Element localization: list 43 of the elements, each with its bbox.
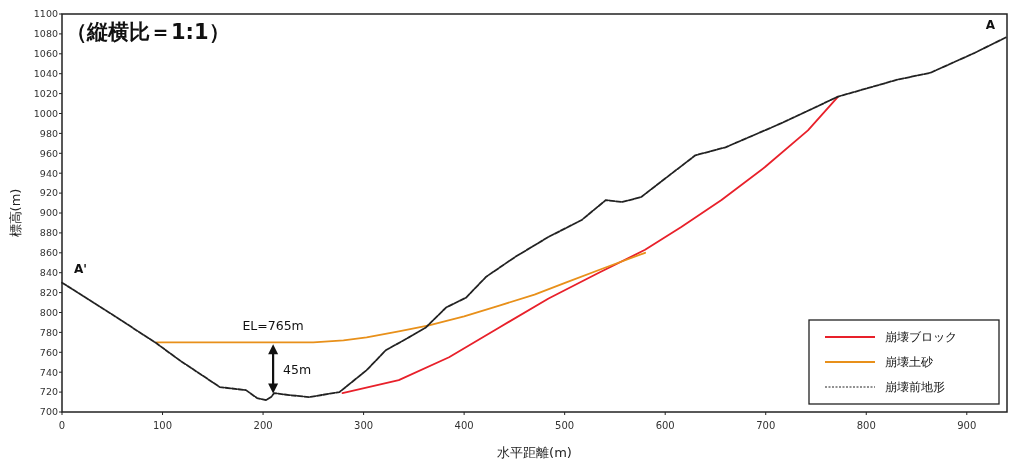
x-axis-title: 水平距離(m) [497,445,572,460]
x-tick-label: 900 [957,420,977,431]
x-tick-label: 800 [856,420,876,431]
y-tick-label: 760 [39,346,58,358]
x-tick-label: 500 [555,420,575,431]
y-tick-label: 1080 [33,28,58,40]
y-tick-label: 820 [39,286,58,298]
x-tick-label: 400 [454,420,474,431]
chart-title: （縦横比＝1:1） [66,20,230,44]
legend-label: 崩壊ブロック [885,330,957,345]
y-axis-title: 標高(m) [8,188,23,238]
y-tick-label: 880 [39,227,58,239]
y-tick-label: 700 [39,406,58,418]
y-tick-label: 840 [39,267,58,279]
annotation: A [985,17,996,32]
y-tick-label: 800 [39,306,58,318]
annotation: A' [74,261,87,276]
y-tick-label: 920 [39,187,58,199]
y-tick-label: 720 [39,386,58,398]
legend-label: 崩壊土砂 [885,355,933,370]
legend-label: 崩壊前地形 [885,380,945,395]
annotation: EL=765m [242,318,304,334]
line-series [155,251,646,344]
y-tick-label: 900 [39,207,58,219]
y-tick-label: 1040 [33,68,58,80]
y-tick-label: 1060 [33,48,58,60]
x-tick-label: 700 [756,420,776,431]
x-tick-label: 200 [253,420,273,431]
y-tick-label: 980 [39,127,58,139]
line-series [341,95,840,394]
x-tick-label: 300 [354,420,374,431]
x-tick-label: 600 [655,420,675,431]
x-tick-label: 100 [152,420,173,431]
y-tick-label: 780 [39,326,58,338]
y-tick-label: 1100 [33,8,58,20]
annotation: 45m [283,361,312,377]
y-tick-label: 740 [39,366,58,378]
y-tick-label: 1000 [33,107,58,119]
x-tick-label: 0 [58,420,66,431]
y-tick-label: 860 [39,247,58,259]
y-tick-label: 960 [39,147,58,159]
y-tick-label: 1020 [33,87,58,99]
y-tick-label: 940 [39,167,58,179]
